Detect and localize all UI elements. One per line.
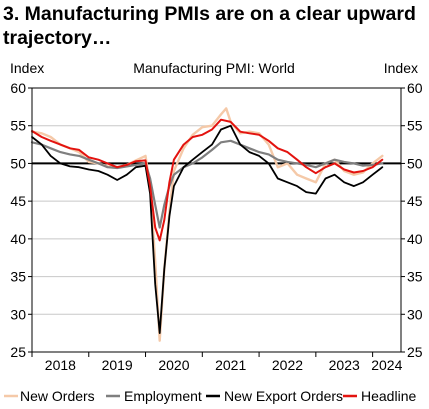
left-axis-label: Index: [10, 60, 44, 76]
series-line-employment: [30, 139, 384, 229]
y-tick-label-left: 25: [10, 344, 26, 360]
series-line-new-export-orders: [31, 124, 384, 335]
y-tick-label-right: 60: [407, 80, 423, 96]
gridlines: [32, 125, 401, 315]
plot-frame: [31, 87, 402, 353]
legend-label: New Export Orders: [224, 388, 343, 404]
y-tick-label-right: 30: [407, 306, 423, 322]
y-tick-label-right: 45: [407, 193, 423, 209]
y-tick-label-right: 25: [407, 344, 423, 360]
x-tick-label: 2023: [329, 357, 360, 373]
x-ticks: 2018 2019 2020 2021 2022 2023 2024: [31, 352, 403, 373]
x-tick-label: 2019: [102, 357, 133, 373]
legend-label: New Orders: [20, 388, 95, 404]
chart-title: 3. Manufacturing PMIs are on a clear upw…: [3, 3, 416, 49]
series-line-headline: [31, 118, 384, 242]
y-tick-label-left: 35: [10, 269, 26, 285]
y-tick-label-left: 40: [10, 231, 26, 247]
y-tick-label-right: 35: [407, 269, 423, 285]
legend-label: Employment: [124, 388, 202, 404]
x-tick-label: 2021: [215, 357, 246, 373]
chart-subtitle: Manufacturing PMI: World: [133, 60, 295, 76]
x-tick-label: 2022: [272, 357, 303, 373]
x-tick-label: 2020: [158, 357, 189, 373]
y-tick-label-left: 55: [10, 118, 26, 134]
y-tick-label-right: 50: [407, 155, 423, 171]
x-tick-label: 2024: [371, 357, 402, 373]
y-tick-label-left: 50: [10, 155, 26, 171]
legend: New Orders Employment New Export Orders Hea…: [4, 388, 416, 404]
x-tick-label: 2018: [45, 357, 76, 373]
y-ticks: 25 25 30 30 35 35 40 40 45 45 50 50 55 55 60 60: [10, 80, 422, 360]
y-tick-label-left: 45: [10, 193, 26, 209]
legend-label: Headline: [361, 388, 416, 404]
y-tick-label-right: 55: [407, 118, 423, 134]
right-axis-label: Index: [384, 60, 418, 76]
y-tick-label-right: 40: [407, 231, 423, 247]
y-tick-label-left: 60: [10, 80, 26, 96]
series-line-new-orders: [30, 107, 384, 342]
series-group: [30, 107, 384, 342]
y-tick-label-left: 30: [10, 306, 26, 322]
